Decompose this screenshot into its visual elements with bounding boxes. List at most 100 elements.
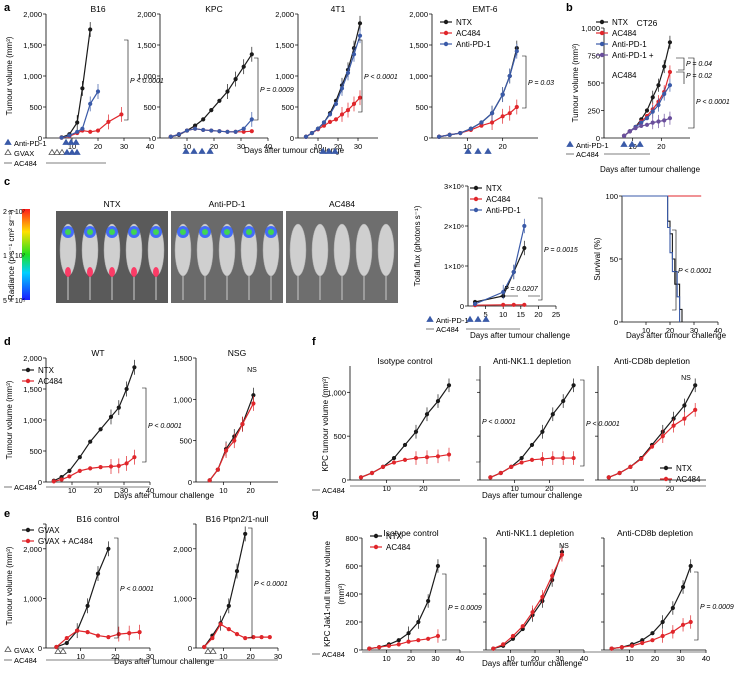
data-point [510, 633, 516, 639]
data-point [650, 95, 655, 100]
legend-marker [443, 19, 449, 25]
x-axis-label: Days after tumour challenge [244, 146, 345, 155]
chart-title: EMT-6 [472, 4, 497, 14]
legend-label: GVAX [38, 526, 60, 535]
p-value-label: P = 0.04 [686, 61, 712, 68]
panel-letter-e: e [4, 508, 11, 520]
data-point [501, 302, 506, 307]
data-point [561, 398, 566, 404]
x-tick-label: 20 [666, 484, 674, 493]
chart-a_emt6: 10 20 0 500 1,000 1,500 2,000 EMT-6 P = 0.03 [409, 4, 554, 151]
significance-bracket [142, 387, 147, 463]
series-line-anti-pd-1 [170, 119, 253, 138]
legend-e: GVAX GVAX + AC484 [22, 526, 93, 546]
data-point [333, 117, 339, 122]
data-point [315, 126, 321, 131]
schedule-marker [331, 147, 339, 154]
legend-label: AC484 [386, 543, 411, 552]
schedule-marker [464, 147, 472, 154]
y-tick-label: 0 [38, 478, 42, 487]
x-tick-label: 40 [702, 654, 710, 663]
legend-label: NTX [456, 18, 473, 27]
x-tick-label: 30 [146, 652, 154, 661]
y-tick-label: 1,000 [409, 72, 428, 81]
data-point [656, 83, 661, 88]
schedule-marker [484, 147, 492, 154]
data-point [249, 129, 254, 134]
schedule-marker [482, 315, 490, 322]
data-point [377, 645, 382, 650]
data-point [688, 619, 693, 625]
data-point [209, 108, 214, 113]
treatment-label-ac484: AC484 [14, 159, 37, 168]
y-tick-label: 500 [143, 103, 156, 112]
x-tick-label: 20 [666, 326, 674, 335]
data-point [380, 464, 386, 469]
data-point [520, 624, 525, 629]
y-axis-label: Tumour volume (mm³) [5, 380, 14, 459]
data-point [51, 479, 56, 484]
y-axis-label: (mm³) [337, 583, 346, 605]
y-axis-label: KPC tumour volume (mm³) [321, 376, 330, 471]
chart-c_flux: 5 10 15 20 25 0 1×10⁸ 2×10⁸ 3×10⁸ [444, 182, 560, 319]
x-tick-label: 20 [531, 654, 539, 663]
y-tick-label: 2,000 [409, 10, 428, 19]
x-tick-label: 30 [354, 142, 362, 151]
data-point [358, 475, 364, 480]
legend-label: NTX [38, 366, 55, 375]
x-tick-label: 25 [552, 310, 560, 319]
legend-marker [443, 41, 449, 47]
data-point [671, 423, 676, 428]
legend-marker [599, 52, 605, 58]
data-point [303, 134, 309, 139]
radiance-label: Radiance (p s⁻¹ cm² sr⁻¹) [7, 209, 16, 300]
x-tick-label: 30 [120, 142, 128, 151]
mouse-silhouette [333, 223, 351, 277]
data-point [500, 114, 505, 119]
x-tick-label: 20 [111, 652, 119, 661]
schedule-marker [72, 138, 80, 145]
data-point [88, 439, 93, 444]
data-point [75, 628, 80, 633]
mouse-silhouette [355, 223, 373, 277]
legend-marker [473, 207, 479, 213]
schedule-marker [325, 147, 333, 154]
chart-title: 4T1 [331, 4, 346, 14]
legend-g: NTX AC484 [370, 532, 411, 552]
data-point [522, 302, 527, 307]
chart-f_iso: 10 20 0 500 1,000 Isotype control P < 0.0001 [327, 356, 516, 493]
significance-bracket [358, 39, 363, 113]
p-value-label: P = 0.0015 [544, 247, 578, 254]
y-tick-label: 200 [345, 618, 358, 627]
y-tick-label: 0 [354, 646, 358, 655]
legend-label: AC484 [456, 29, 481, 38]
chart-d_nsg: 10 20 0 500 1,000 1,500 NSG [173, 348, 278, 495]
data-point [402, 457, 408, 462]
data-point [491, 646, 496, 651]
bioluminescence-signal [180, 229, 186, 235]
data-point [267, 634, 272, 640]
series-line-anti-pd-1 [438, 51, 518, 138]
data-point [426, 636, 431, 641]
series-line-ntx [369, 565, 439, 650]
y-tick-label: 1,000 [23, 72, 42, 81]
y-tick-label: 0 [342, 476, 346, 485]
x-tick-label: 30 [555, 654, 563, 663]
legend-marker [25, 378, 31, 384]
data-point [559, 552, 565, 557]
y-tick-label: 100 [605, 192, 618, 201]
p-value-label: P < 0.0001 [586, 421, 620, 428]
data-point [218, 622, 223, 627]
data-point [501, 289, 506, 295]
y-tick-label: 2,000 [275, 10, 294, 19]
data-point [650, 109, 655, 114]
data-point [644, 108, 650, 113]
x-tick-label: 40 [146, 486, 154, 495]
legend-f: NTX AC484 [660, 464, 701, 484]
data-point [137, 630, 142, 635]
data-point [550, 455, 555, 461]
data-point [108, 464, 114, 469]
legend-marker [663, 465, 669, 471]
data-point [530, 610, 535, 615]
chart-title: KPC [205, 4, 222, 14]
